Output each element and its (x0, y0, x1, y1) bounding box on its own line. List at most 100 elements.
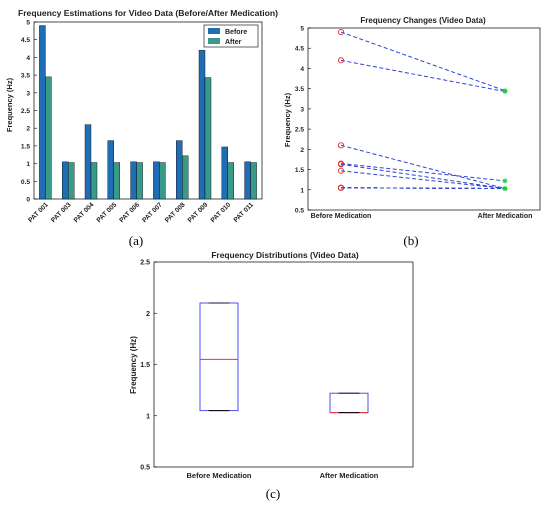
patient-line (340, 163, 506, 190)
bar-before-pat-003 (62, 161, 69, 200)
bar-before-pat-004 (84, 124, 92, 200)
marker-before (337, 161, 345, 168)
box-after (329, 392, 369, 414)
bar-before-pat-008 (175, 140, 183, 200)
legend-swatch-before (208, 28, 220, 34)
chart-b-ylabel: Frequency (Hz) (283, 92, 292, 147)
chart-b-markers (337, 28, 508, 191)
marker-before (337, 167, 345, 174)
bar-after-pat-007 (159, 162, 166, 200)
bar-after-pat-010 (227, 162, 235, 200)
patient-line (340, 187, 506, 190)
chart-c-frame (153, 261, 414, 468)
chart-a-ytick-label: 5 (26, 20, 30, 27)
patient-line (340, 59, 506, 92)
chart-b-frame (307, 27, 541, 211)
chart-a-x-ticks: PAT 001 PAT 003 PAT 004 PAT 005 PAT 006 PAT 0… (27, 201, 255, 224)
chart-b-ytick-label: 0.5 (295, 208, 304, 215)
chart-a-ytick-label: 1 (26, 161, 30, 168)
chart-a-ytick-label: 4.5 (21, 37, 30, 44)
chart-b-xtick-after: After Medication (478, 213, 533, 220)
legend-label-after: After (225, 39, 242, 46)
chart-a-ytick-label: 2 (26, 126, 30, 133)
bar-before-pat-010 (221, 146, 229, 200)
bar-before-pat-006 (130, 161, 137, 200)
chart-b-plot-area (307, 27, 541, 211)
legend-swatch-after (208, 38, 220, 44)
chart-b-ytick-label: 4 (300, 66, 304, 73)
bar-after-pat-008 (181, 155, 189, 200)
marker-before (337, 142, 345, 149)
marker-before (337, 28, 345, 36)
chart-b-ytick-label: 2 (300, 147, 304, 154)
chart-b-ytick-label: 3.5 (295, 86, 304, 93)
chart-c-ytick-label: 0.5 (140, 465, 150, 472)
chart-c-plot-area (153, 261, 414, 468)
chart-b-xtick-before: Before Medication (311, 213, 372, 220)
bar-after-pat-001 (45, 76, 52, 200)
chart-c-ytick-label: 2.5 (140, 260, 150, 267)
chart-c-xtick-before: Before Medication (186, 471, 251, 480)
bar-after-pat-009 (204, 77, 212, 200)
chart-a-ytick-label: 3 (26, 90, 30, 97)
chart-a-xtick-label: PAT 006 (118, 201, 141, 224)
chart-b-y-ticks: 0.5 1 1.5 2 2.5 3 3.5 4 4.5 5 (295, 26, 311, 215)
chart-b-ytick-label: 3 (300, 106, 304, 113)
marker-after (502, 186, 508, 191)
chart-a-bars (39, 25, 257, 200)
chart-a-xtick-label: PAT 008 (164, 201, 187, 224)
chart-a-xtick-label: PAT 011 (233, 201, 256, 224)
bar-after-pat-006 (136, 162, 143, 200)
caption-c: (c) (266, 486, 280, 501)
chart-c-ylabel: Frequency (Hz) (129, 336, 138, 394)
chart-c-ytick-label: 1 (146, 413, 150, 420)
bar-before-pat-001 (39, 25, 46, 200)
bar-before-pat-011 (244, 161, 251, 200)
bar-before-pat-007 (153, 161, 160, 200)
patient-line (340, 162, 506, 182)
chart-a-y-ticks: 0 0.5 1 1.5 2 2.5 3 3.5 4 4.5 5 (21, 20, 37, 204)
chart-c-y-ticks: 0.5 1 1.5 2 2.5 (140, 260, 157, 472)
chart-a-xtick-label: PAT 009 (187, 201, 210, 224)
chart-a-xtick-label: PAT 003 (50, 201, 73, 224)
chart-c-title: Frequency Distributions (Video Data) (211, 250, 359, 260)
chart-b-ytick-label: 4.5 (295, 46, 304, 53)
chart-c-ytick-label: 1.5 (140, 362, 150, 369)
chart-a-ytick-label: 0.5 (21, 179, 30, 186)
chart-a-xtick-label: PAT 007 (141, 201, 164, 224)
marker-before (337, 57, 345, 64)
caption-a: (a) (129, 233, 143, 248)
marker-before (337, 184, 345, 191)
chart-b-ytick-label: 1.5 (295, 167, 304, 174)
chart-a-ytick-label: 4 (26, 55, 30, 62)
bar-before-pat-005 (107, 140, 115, 200)
chart-a-ytick-label: 0 (26, 197, 30, 204)
chart-a-xtick-label: PAT 005 (96, 201, 119, 224)
patient-line (340, 170, 506, 190)
bar-after-pat-003 (67, 162, 75, 200)
chart-b-ytick-label: 1 (300, 187, 304, 194)
patient-line (340, 31, 506, 92)
chart-a-xtick-label: PAT 004 (73, 201, 96, 224)
box-before (199, 302, 239, 412)
chart-c-xtick-after: After Medication (320, 471, 379, 480)
bar-after-pat-004 (90, 162, 98, 200)
chart-b-title: Frequency Changes (Video Data) (360, 16, 486, 25)
caption-b: (b) (403, 233, 418, 248)
chart-a-xtick-label: PAT 010 (210, 201, 233, 224)
legend-label-before: Before (225, 29, 247, 36)
chart-b-ytick-label: 5 (300, 26, 304, 33)
chart-b-ytick-label: 2.5 (295, 127, 304, 134)
chart-a-title: Frequency Estimations for Video Data (Be… (18, 8, 278, 18)
chart-c-boxes (199, 302, 369, 414)
chart-c-ytick-label: 2 (146, 311, 150, 318)
chart-a-ylabel: Frequency (Hz) (5, 77, 14, 132)
bar-after-pat-005 (113, 162, 121, 200)
chart-a-ytick-label: 2.5 (21, 108, 30, 115)
chart-a-ytick-label: 1.5 (21, 143, 30, 150)
chart-panel-b: Frequency Changes (Video Data) Frequency… (283, 16, 541, 220)
marker-after (502, 178, 508, 184)
chart-a-ytick-label: 3.5 (21, 73, 30, 80)
chart-panel-c: Frequency Distributions (Video Data) Fre… (129, 250, 414, 480)
